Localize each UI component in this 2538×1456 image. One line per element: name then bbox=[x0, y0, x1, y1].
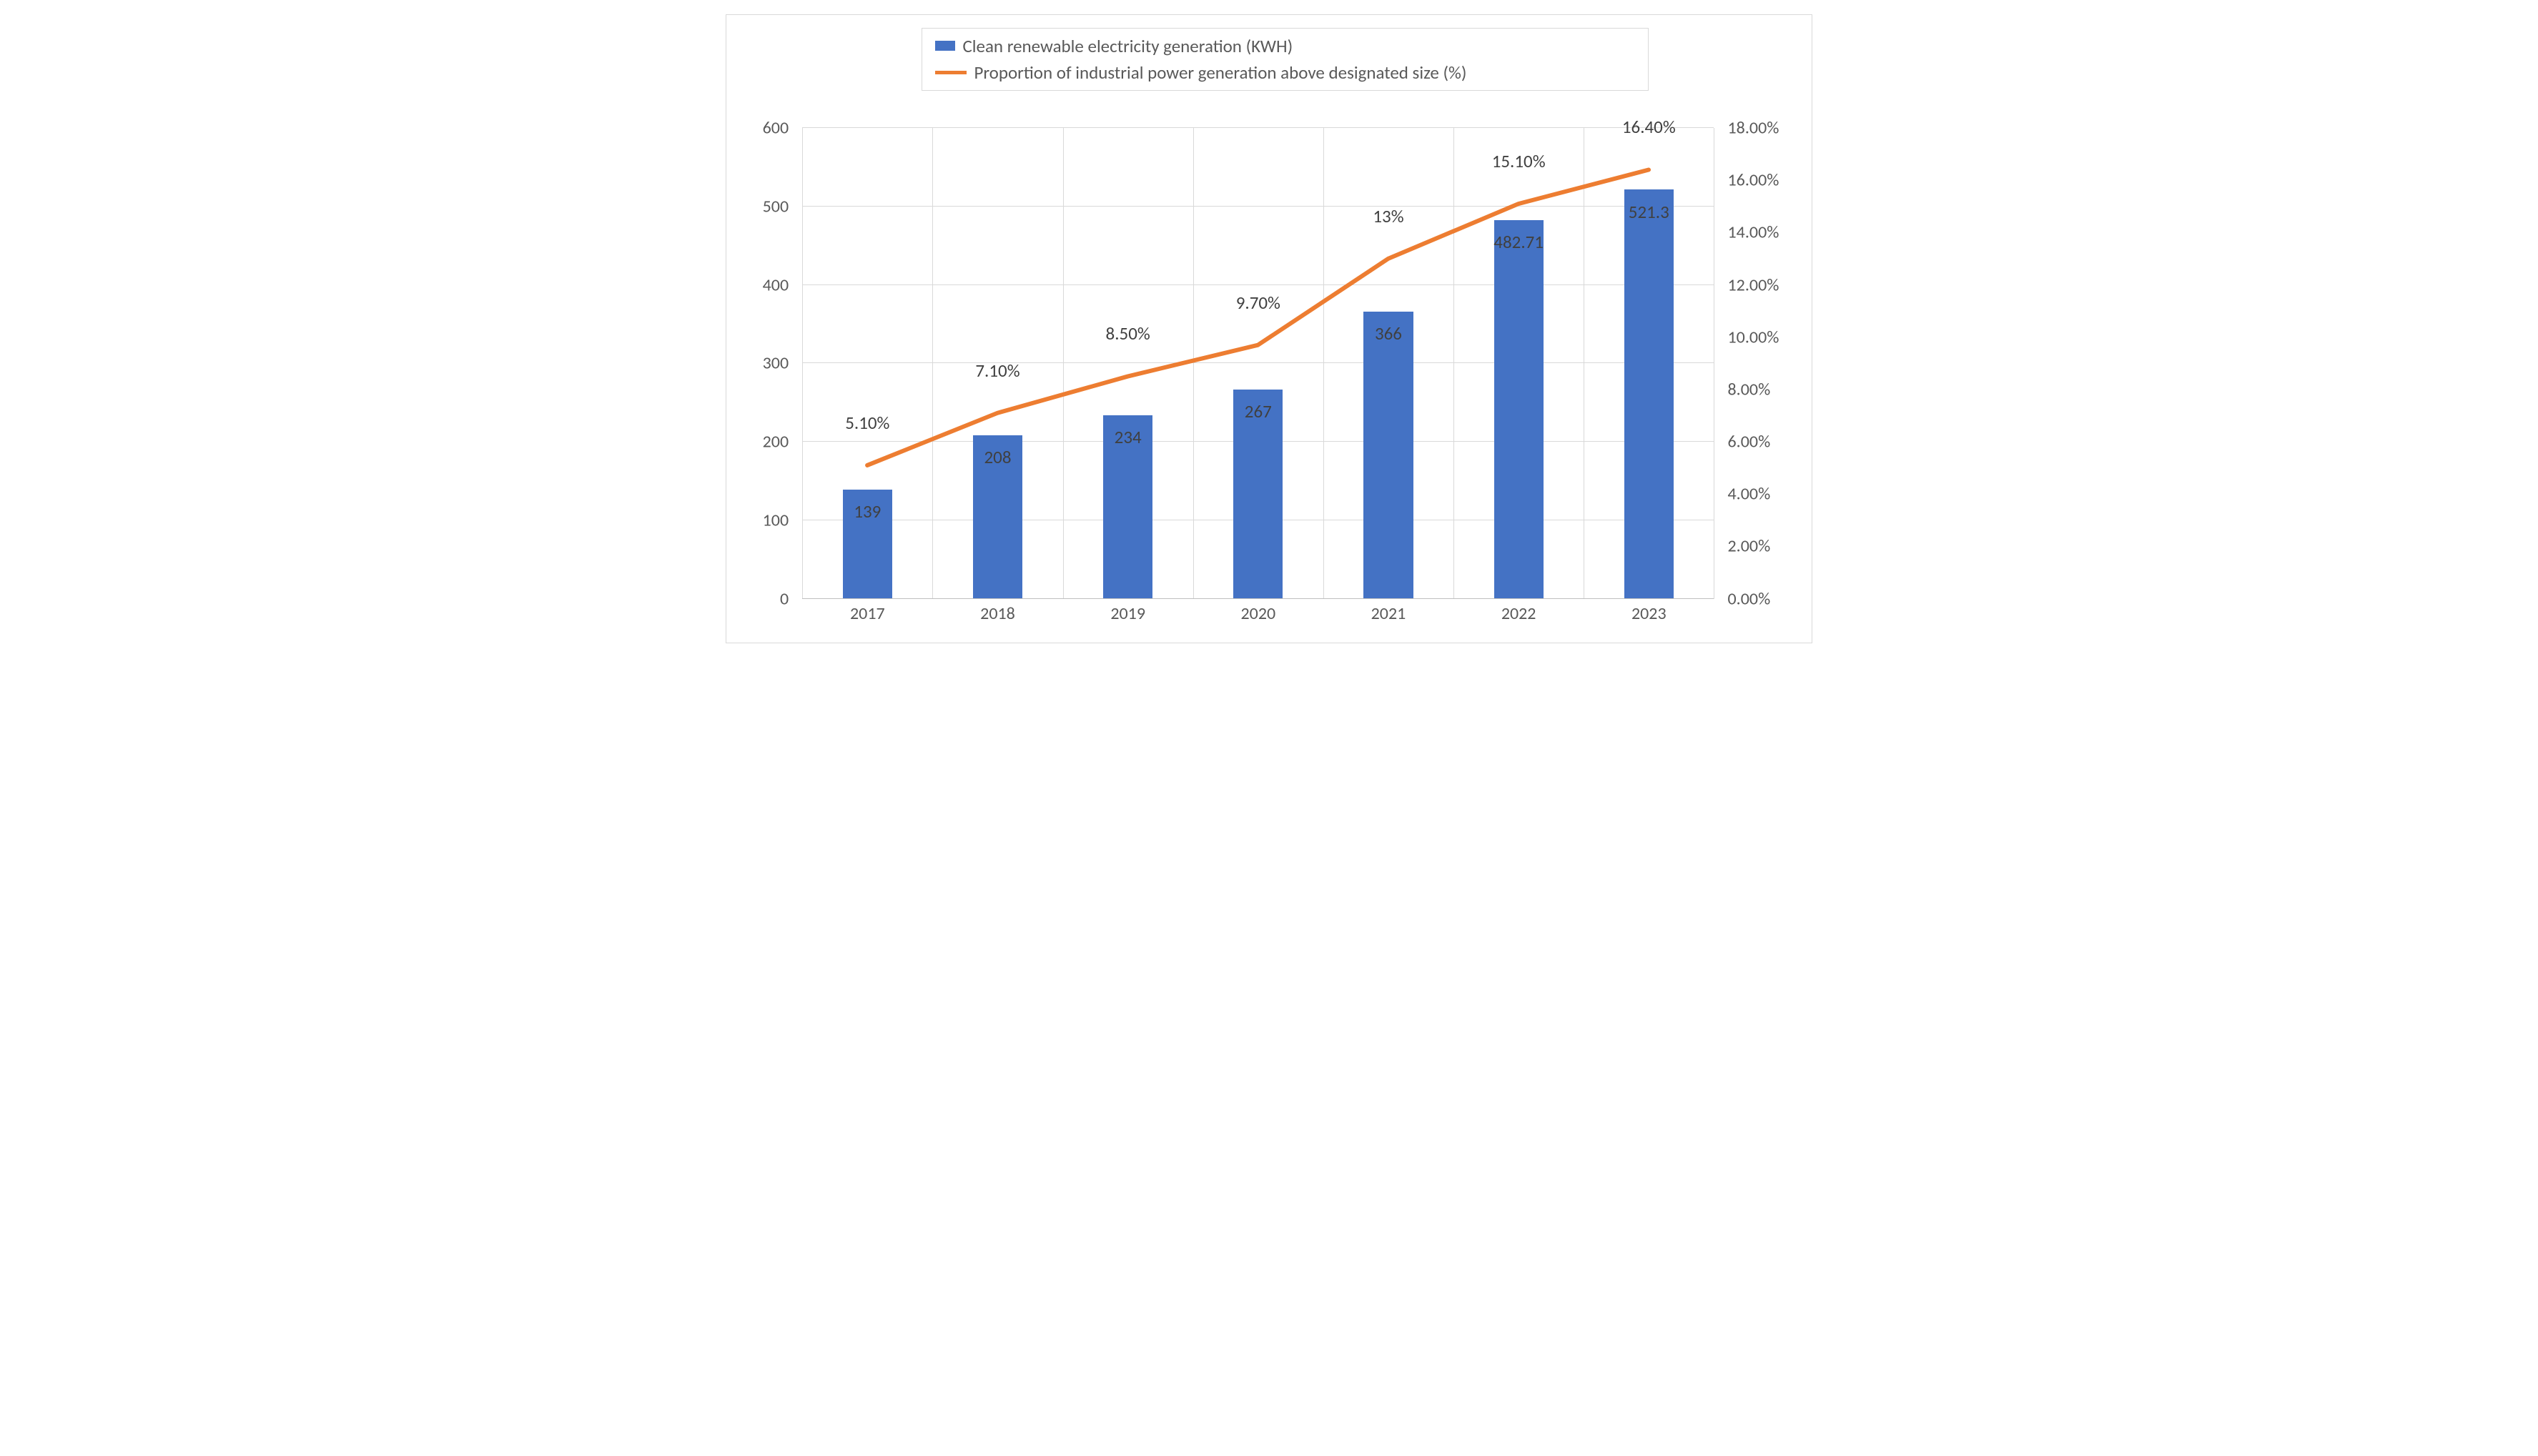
y-axis-left-tick: 200 bbox=[763, 432, 789, 452]
bar-value-label: 139 bbox=[854, 500, 881, 523]
y-axis-left-tick: 100 bbox=[763, 510, 789, 530]
bar-value-label: 482.71 bbox=[1493, 231, 1544, 253]
legend-label-line: Proportion of industrial power generatio… bbox=[974, 61, 1466, 84]
y-axis-left-tick: 400 bbox=[763, 274, 789, 295]
y-axis-right-tick: 16.00% bbox=[1728, 170, 1779, 191]
y-axis-right-tick: 14.00% bbox=[1728, 222, 1779, 243]
bar-value-label: 521.3 bbox=[1629, 201, 1669, 223]
bar-value-label: 366 bbox=[1375, 322, 1402, 345]
y-axis-right-tick: 4.00% bbox=[1728, 484, 1771, 505]
x-axis-tick: 2019 bbox=[1110, 603, 1145, 624]
line-value-label: 5.10% bbox=[845, 412, 889, 434]
y-axis-right-tick: 0.00% bbox=[1728, 588, 1771, 609]
x-axis-tick: 2021 bbox=[1371, 603, 1406, 624]
labels-layer: 139 208 234 267 366 482.71 521.3 5.10% 7.10% 8.50… bbox=[802, 128, 1714, 599]
y-axis-right-tick: 6.00% bbox=[1728, 432, 1771, 452]
bar-value-label: 208 bbox=[984, 446, 1011, 468]
bar-value-label: 267 bbox=[1245, 400, 1272, 422]
y-axis-right-tick: 8.00% bbox=[1728, 379, 1771, 400]
legend-label-bars: Clean renewable electricity generation (… bbox=[962, 35, 1293, 57]
y-axis-right-tick: 12.00% bbox=[1728, 274, 1779, 295]
legend-item-bars: Clean renewable electricity generation (… bbox=[935, 35, 1635, 57]
line-value-label: 13% bbox=[1373, 205, 1403, 227]
line-value-label: 9.70% bbox=[1236, 292, 1280, 314]
x-axis-tick: 2020 bbox=[1240, 603, 1275, 624]
legend-item-line: Proportion of industrial power generatio… bbox=[935, 61, 1635, 84]
x-axis-tick: 2018 bbox=[980, 603, 1015, 624]
bar-value-label: 234 bbox=[1115, 426, 1142, 448]
y-axis-left-tick: 300 bbox=[763, 353, 789, 374]
legend-swatch-bar-icon bbox=[935, 41, 955, 51]
line-value-label: 15.10% bbox=[1492, 150, 1546, 172]
y-axis-right-tick: 10.00% bbox=[1728, 327, 1779, 347]
y-axis-left-tick: 600 bbox=[763, 118, 789, 139]
legend: Clean renewable electricity generation (… bbox=[922, 28, 1649, 91]
x-axis-tick: 2022 bbox=[1501, 603, 1536, 624]
legend-swatch-line-icon bbox=[935, 71, 967, 74]
y-axis-left-tick: 500 bbox=[763, 196, 789, 217]
x-axis-tick: 2023 bbox=[1631, 603, 1667, 624]
chart-container: Clean renewable electricity generation (… bbox=[726, 14, 1812, 643]
line-value-label: 16.40% bbox=[1622, 116, 1676, 138]
x-axis-line bbox=[802, 598, 1714, 599]
y-axis-right-tick: 2.00% bbox=[1728, 536, 1771, 557]
line-value-label: 8.50% bbox=[1106, 322, 1150, 345]
y-axis-right-tick: 18.00% bbox=[1728, 118, 1779, 139]
line-value-label: 7.10% bbox=[975, 360, 1019, 382]
plot-area: 139 208 234 267 366 482.71 521.3 5.10% 7.10% 8.50… bbox=[802, 128, 1714, 599]
x-axis-tick: 2017 bbox=[850, 603, 885, 624]
y-axis-left-tick: 0 bbox=[780, 588, 789, 609]
